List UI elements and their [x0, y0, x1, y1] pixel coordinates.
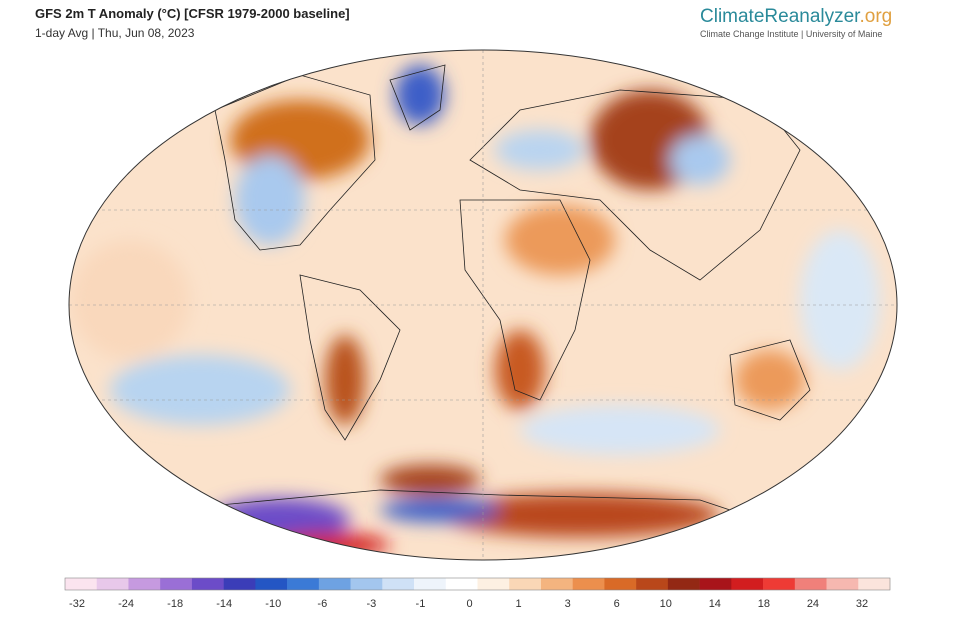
- map-subtitle: 1-day Avg | Thu, Jun 08, 2023: [35, 26, 195, 40]
- colorbar-swatch: [96, 578, 129, 590]
- colorbar: -32 -24 -18 -14 -10 -6 -3 -1 0 1 3 6 10 14 18 24 32: [64, 577, 891, 610]
- colorbar-label: 10: [660, 598, 672, 610]
- colorbar-swatch: [65, 578, 98, 590]
- colorbar-label: 3: [565, 598, 571, 610]
- colorbar-swatch: [604, 578, 637, 590]
- globe-outline: [68, 49, 898, 561]
- colorbar-label: -1: [416, 598, 426, 610]
- colorbar-swatch: [826, 578, 859, 590]
- colorbar-swatch: [763, 578, 796, 590]
- colorbar-label: 14: [709, 598, 721, 610]
- colorbar-swatch: [477, 578, 510, 590]
- colorbar-label: -14: [216, 598, 232, 610]
- colorbar-label: -24: [118, 598, 134, 610]
- colorbar-swatch: [318, 578, 351, 590]
- colorbar-label: 24: [807, 598, 819, 610]
- logo-name-text: ClimateReanalyzer: [700, 6, 861, 27]
- colorbar-label: -6: [317, 598, 327, 610]
- logo-suffix: .org: [859, 6, 892, 27]
- colorbar-swatch: [382, 578, 415, 590]
- colorbar-swatch: [445, 578, 478, 590]
- colorbar-swatch: [699, 578, 732, 590]
- colorbar-label: 6: [614, 598, 620, 610]
- colorbar-swatch: [160, 578, 193, 590]
- colorbar-swatch: [414, 578, 447, 590]
- logo-tagline: Climate Change Institute | University of…: [700, 29, 882, 39]
- colorbar-swatch: [636, 578, 669, 590]
- colorbar-label: -3: [366, 598, 376, 610]
- colorbar-swatch: [509, 578, 542, 590]
- colorbar-swatch: [731, 578, 764, 590]
- colorbar-swatch: [572, 578, 605, 590]
- colorbar-swatch: [667, 578, 700, 590]
- colorbar-label: 0: [466, 598, 472, 610]
- colorbar-swatch: [540, 578, 573, 590]
- colorbar-swatch: [255, 578, 288, 590]
- colorbar-swatch: [128, 578, 161, 590]
- graticule: [69, 50, 897, 560]
- colorbar-label: 18: [758, 598, 770, 610]
- colorbar-swatch: [223, 578, 256, 590]
- colorbar-label: -18: [167, 598, 183, 610]
- colorbar-swatch: [794, 578, 827, 590]
- anomaly-map: [69, 50, 897, 560]
- colorbar-label: -32: [69, 598, 85, 610]
- colorbar-frame: [64, 577, 891, 591]
- colorbar-label: 1: [516, 598, 522, 610]
- colorbar-swatch: [350, 578, 383, 590]
- colorbar-swatch: [191, 578, 224, 590]
- colorbar-swatch: [287, 578, 320, 590]
- colorbar-label: -10: [265, 598, 281, 610]
- logo-name: ClimateReanalyzer.org: [700, 6, 892, 27]
- map-title: GFS 2m T Anomaly (°C) [CFSR 1979-2000 ba…: [35, 6, 350, 21]
- colorbar-label: 32: [856, 598, 868, 610]
- colorbar-swatch: [858, 578, 891, 590]
